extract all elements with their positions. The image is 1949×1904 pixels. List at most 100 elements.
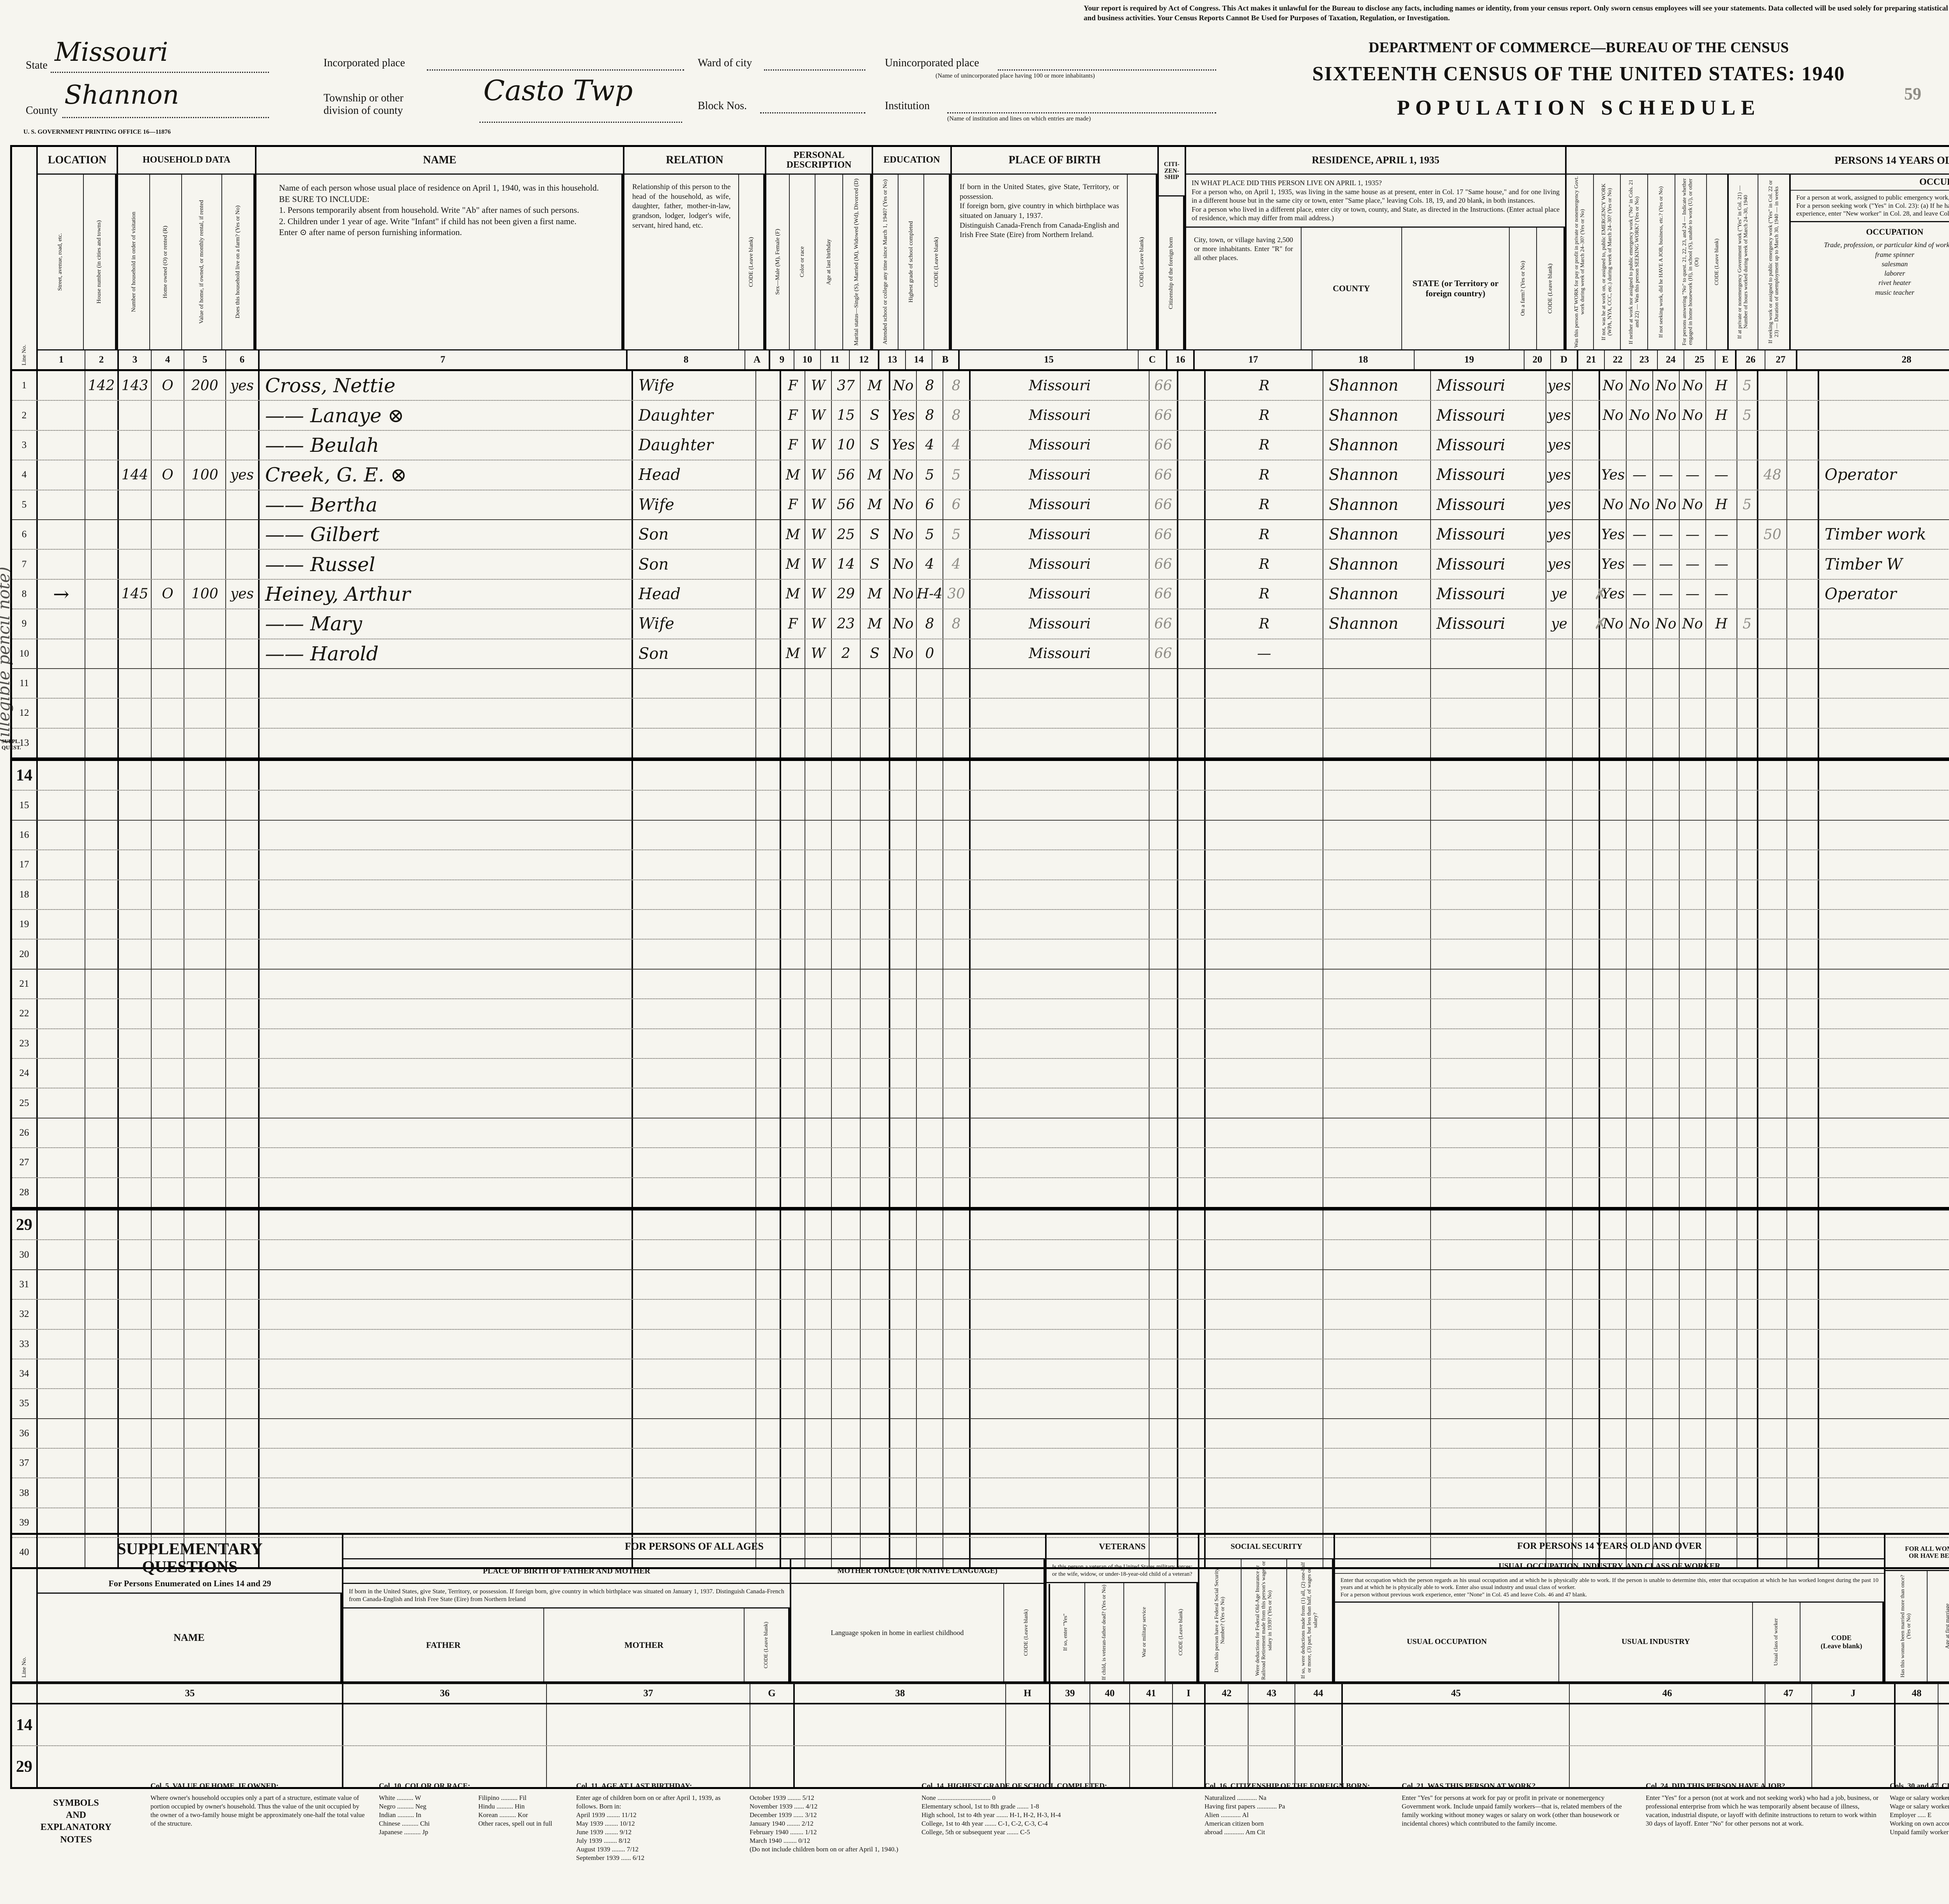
value-c9: F (788, 407, 798, 424)
cell-c5 (184, 910, 226, 939)
cell-cB (943, 1449, 971, 1478)
value-cB: 6 (952, 497, 961, 513)
cell-cB: 8 (943, 371, 971, 400)
cols-group-married-women: Has this woman been married more than on… (1885, 1571, 1949, 1681)
cell-c15: Missouri (971, 490, 1150, 519)
table-row-9: 9 —— Mary Wife F W 23 M No 8 8 Missouri 66 R Shannon M… (12, 609, 1949, 639)
column-header-label-c4: Home owned (O) or rented (R) (162, 225, 169, 299)
value-c24: No (1682, 497, 1703, 513)
cell-c16 (1178, 1389, 1206, 1418)
cell-c8 (633, 1419, 756, 1448)
cell-c16 (1178, 460, 1206, 490)
cell-c16 (1178, 1058, 1206, 1088)
value-c8: Wife (638, 377, 674, 395)
cell-c7 (260, 1210, 633, 1240)
value-c7: —— Harold (265, 642, 379, 665)
cell-c7: —— Lanaye ⊗ (260, 401, 633, 430)
cell-c15: Missouri (971, 520, 1150, 549)
cell-c20 (1546, 969, 1573, 999)
cell-c9 (781, 1508, 805, 1538)
cell-c10 (805, 1270, 832, 1299)
cell-c28 (1819, 1029, 1949, 1058)
cell-c28 (1819, 850, 1949, 879)
cell-c12 (861, 1449, 890, 1478)
sup-cell-c46 (1570, 1746, 1765, 1787)
cell-c17 (1206, 1029, 1323, 1058)
column-number-strip: 1 2 3 4 5 6 7 8 A 9 10 11 12 13 14 B 15 C 16 17 18 19 20 D 21 22 2… (38, 349, 1949, 369)
cell-c4 (152, 669, 184, 698)
cell-cB (943, 1300, 971, 1329)
cell-c6 (226, 761, 260, 790)
value-c13: No (893, 646, 914, 662)
cell-c6 (226, 850, 260, 879)
cell-c21 (1600, 639, 1627, 668)
cell-c9 (781, 1359, 805, 1389)
line-number-left: 3 (12, 430, 38, 460)
column-header-label-c12: Marital status—Single (S), Married (M), … (853, 178, 860, 346)
column-header-c17: City, town, or village having 2,500 or m… (1186, 227, 1302, 349)
cell-c2 (85, 728, 119, 758)
value-c9: M (785, 556, 800, 573)
cell-c16 (1178, 520, 1206, 549)
value-c9: F (788, 377, 798, 394)
sup-column-number-cH: H (1006, 1684, 1051, 1703)
cell-c3 (119, 699, 152, 728)
notice-line-2: collected will be used solely for prepar… (1084, 4, 1949, 22)
sup-column-header-label-c41: War or military service (1141, 1607, 1148, 1658)
cell-c4 (152, 1029, 184, 1058)
cell-c7: —— Bertha (260, 490, 633, 519)
cell-c22 (1627, 969, 1653, 999)
cell-c27 (1787, 1538, 1819, 1567)
cell-c15: Missouri (971, 579, 1150, 609)
cell-c23: — (1653, 579, 1680, 609)
cols-sq: NAME (38, 1594, 342, 1681)
cell-c9 (781, 1029, 805, 1058)
cell-c16 (1178, 969, 1206, 999)
cell-c22 (1627, 1029, 1653, 1058)
cell-c16 (1178, 880, 1206, 910)
cell-c11 (832, 820, 861, 850)
table-row-20: 2020 (12, 940, 1949, 970)
cell-c5 (184, 850, 226, 879)
pobfm-note: If born in the United States, give State… (343, 1584, 790, 1608)
value-c8: Head (638, 585, 681, 603)
cell-c15 (971, 1419, 1150, 1448)
group-citizenship: CITI- ZEN- SHIP Citizenship of the foreig… (1159, 147, 1186, 349)
column-number-c7: 7 (260, 350, 628, 369)
cell-c2 (85, 490, 119, 519)
cell-c21: No (1600, 401, 1627, 430)
cell-c3 (119, 1058, 152, 1088)
line-number-left: 33 (12, 1329, 38, 1359)
cell-c27 (1787, 1270, 1819, 1299)
cell-c15 (971, 1029, 1150, 1058)
cell-c13: No (890, 639, 917, 668)
cell-cE (1737, 969, 1758, 999)
title-group-all-ages: FOR PERSONS OF ALL AGES (343, 1535, 1045, 1559)
value-c20: ye (1551, 586, 1567, 602)
cell-c26 (1758, 1508, 1787, 1538)
cell-c6 (226, 1058, 260, 1088)
cell-c25 (1706, 1029, 1737, 1058)
value-c18: Shannon (1329, 526, 1399, 544)
cell-c9 (781, 761, 805, 790)
cell-c3 (119, 1240, 152, 1269)
cell-c12 (861, 1270, 890, 1299)
group-relation: RELATION Relationship of this person to t… (624, 147, 766, 349)
cell-c10 (805, 1329, 832, 1359)
cell-c14 (917, 1478, 943, 1508)
cell-c27 (1787, 761, 1819, 790)
cell-c27 (1787, 1389, 1819, 1418)
cell-c5 (184, 1538, 226, 1567)
cell-cA (756, 520, 781, 549)
cell-c12: S (861, 550, 890, 579)
cell-c11 (832, 1178, 861, 1207)
table-row-18: 1818 (12, 880, 1949, 910)
value-c19: Missouri (1436, 526, 1505, 544)
cell-c10: W (805, 460, 832, 490)
cell-c16 (1178, 1478, 1206, 1508)
cell-c19 (1431, 1210, 1546, 1240)
cell-c14 (917, 820, 943, 850)
cell-c3 (119, 1300, 152, 1329)
line-number-left: 5 (12, 490, 38, 519)
cell-c19 (1431, 1478, 1546, 1508)
